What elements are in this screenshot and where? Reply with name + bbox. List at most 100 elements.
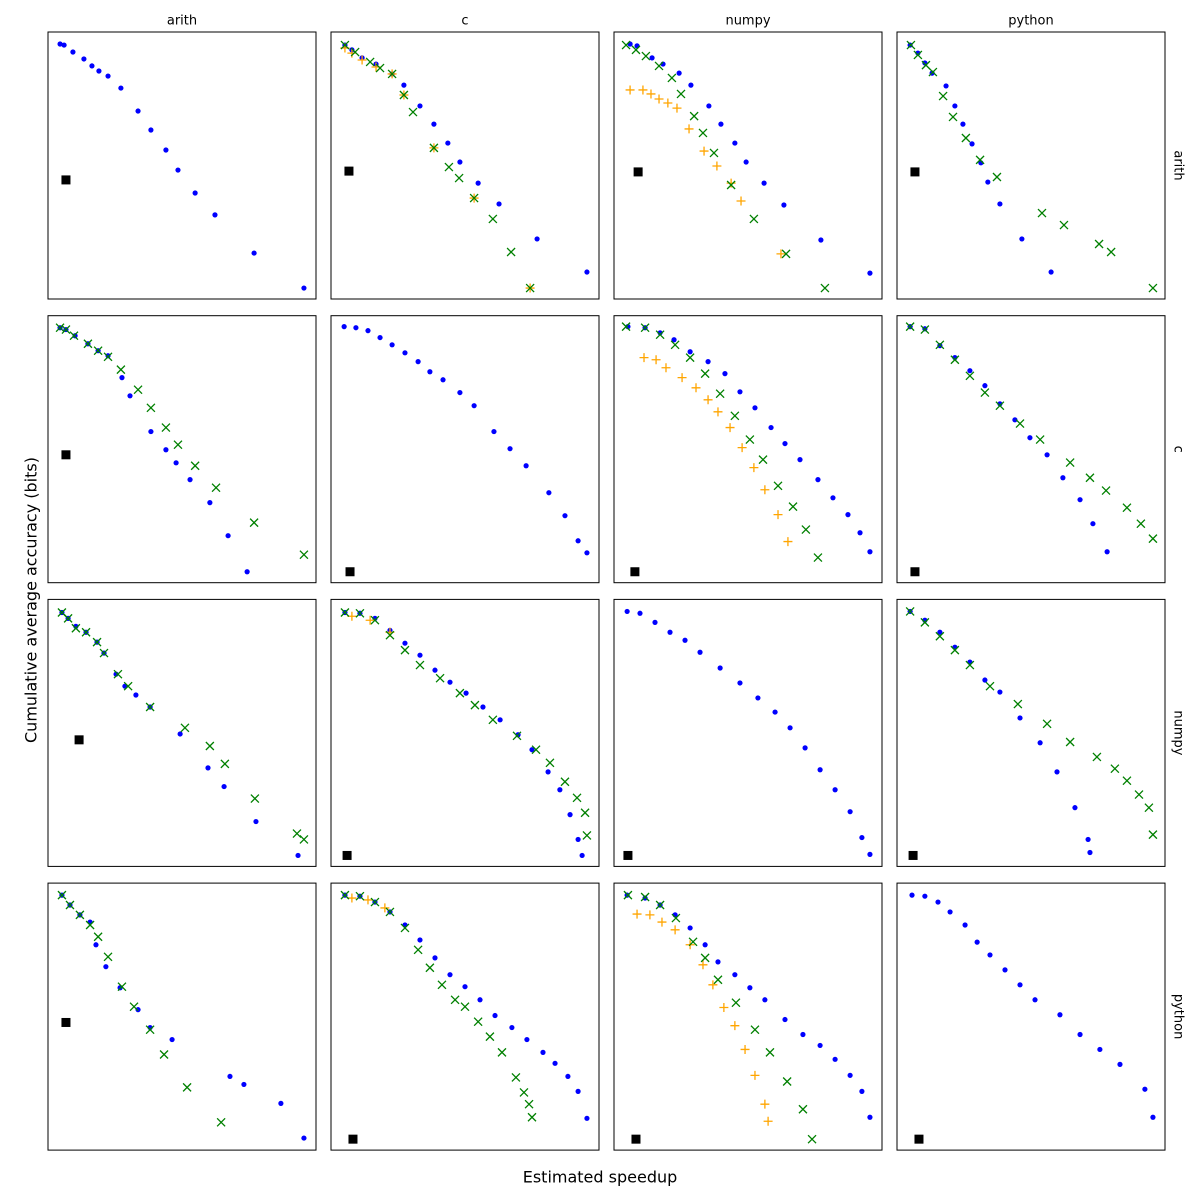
point bbox=[103, 352, 113, 362]
point bbox=[575, 1088, 581, 1094]
point bbox=[417, 103, 423, 109]
point bbox=[567, 812, 573, 818]
point bbox=[948, 112, 958, 122]
point bbox=[982, 677, 988, 683]
point bbox=[345, 567, 355, 577]
panel-frame bbox=[330, 882, 600, 1151]
point bbox=[670, 925, 680, 935]
point bbox=[676, 70, 682, 76]
panel-frame bbox=[896, 31, 1166, 300]
point bbox=[937, 629, 943, 635]
point bbox=[389, 342, 395, 348]
point bbox=[857, 530, 863, 536]
point bbox=[148, 127, 154, 133]
point bbox=[365, 57, 375, 67]
point bbox=[630, 567, 640, 577]
point bbox=[75, 910, 85, 920]
panel-frame bbox=[47, 31, 317, 300]
row-title: python bbox=[1171, 994, 1186, 1039]
point bbox=[61, 450, 71, 460]
point bbox=[845, 512, 851, 518]
point bbox=[133, 692, 139, 698]
point bbox=[910, 567, 920, 577]
point bbox=[985, 179, 991, 185]
point bbox=[815, 477, 821, 483]
point bbox=[797, 457, 803, 463]
point bbox=[74, 735, 84, 745]
point bbox=[552, 1060, 558, 1066]
point bbox=[908, 850, 918, 860]
point bbox=[506, 247, 516, 257]
point bbox=[773, 481, 783, 491]
point bbox=[402, 640, 408, 646]
point bbox=[905, 606, 915, 616]
point bbox=[471, 403, 477, 409]
point bbox=[387, 69, 397, 79]
point bbox=[103, 952, 113, 962]
point bbox=[749, 463, 759, 473]
point bbox=[962, 922, 968, 928]
point bbox=[687, 925, 693, 931]
point bbox=[867, 851, 873, 857]
point bbox=[712, 161, 722, 171]
point bbox=[565, 1073, 571, 1080]
point bbox=[782, 440, 788, 447]
point bbox=[910, 167, 920, 177]
point bbox=[802, 745, 808, 751]
point bbox=[667, 73, 677, 83]
point bbox=[788, 502, 798, 512]
point bbox=[965, 371, 975, 381]
point bbox=[399, 90, 409, 100]
point bbox=[661, 363, 671, 373]
point bbox=[1048, 269, 1054, 275]
point bbox=[253, 818, 259, 825]
point bbox=[1136, 519, 1146, 529]
point bbox=[133, 385, 143, 395]
point bbox=[400, 923, 410, 933]
point bbox=[905, 322, 915, 332]
point bbox=[295, 852, 301, 859]
point bbox=[1044, 452, 1050, 458]
point bbox=[731, 998, 741, 1008]
point bbox=[129, 1002, 139, 1012]
point bbox=[584, 269, 590, 275]
point bbox=[299, 550, 309, 560]
point bbox=[801, 525, 811, 535]
point bbox=[347, 893, 357, 903]
point bbox=[1059, 220, 1069, 230]
point bbox=[524, 1036, 530, 1043]
point bbox=[726, 180, 736, 190]
point bbox=[71, 623, 81, 633]
point bbox=[57, 41, 63, 47]
point bbox=[301, 285, 307, 291]
point bbox=[1072, 805, 1078, 811]
point bbox=[726, 178, 736, 188]
row-title: numpy bbox=[1171, 710, 1186, 755]
point bbox=[1065, 737, 1075, 747]
point bbox=[719, 1003, 729, 1013]
point bbox=[348, 1134, 358, 1144]
point bbox=[1094, 239, 1104, 249]
point bbox=[667, 629, 673, 635]
point bbox=[732, 140, 738, 146]
point bbox=[1150, 1114, 1156, 1120]
point bbox=[1037, 740, 1043, 746]
point bbox=[807, 1134, 817, 1144]
point bbox=[57, 890, 67, 900]
point bbox=[689, 111, 699, 121]
point bbox=[649, 55, 655, 61]
point bbox=[61, 325, 71, 335]
point bbox=[950, 645, 960, 655]
panel-frame bbox=[613, 31, 883, 300]
point bbox=[768, 424, 774, 431]
point bbox=[631, 1134, 641, 1144]
point bbox=[755, 695, 761, 701]
point bbox=[340, 890, 350, 900]
point bbox=[687, 349, 693, 355]
point bbox=[1042, 719, 1052, 729]
point bbox=[511, 1073, 521, 1082]
point bbox=[709, 148, 719, 158]
point bbox=[706, 103, 712, 109]
point bbox=[1090, 521, 1096, 527]
point bbox=[817, 767, 823, 773]
